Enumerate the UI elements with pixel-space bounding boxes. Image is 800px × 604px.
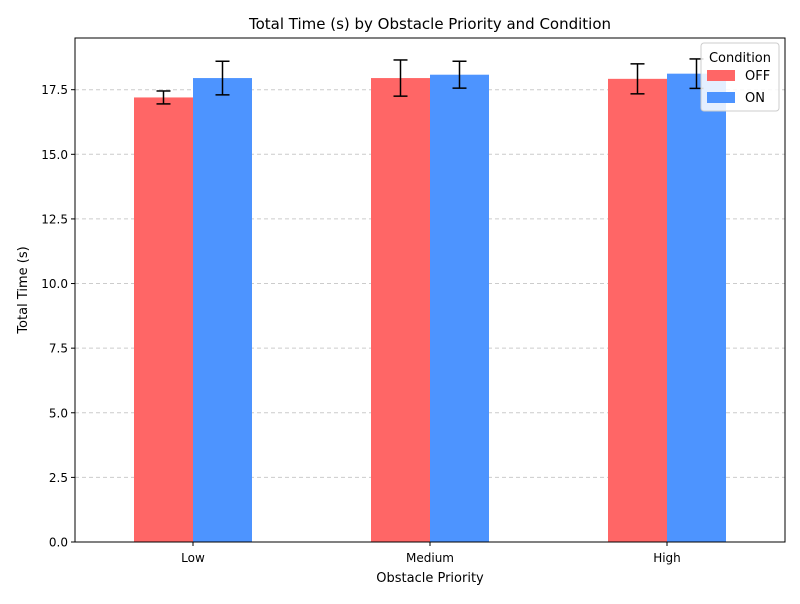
bar-on-medium	[430, 74, 489, 542]
bar-off-low	[134, 97, 193, 542]
y-tick-label: 17.5	[41, 83, 68, 97]
y-tick-label: 15.0	[41, 148, 68, 162]
bar-off-high	[608, 78, 667, 543]
chart-title: Total Time (s) by Obstacle Priority and …	[248, 15, 611, 33]
legend-label-off: OFF	[745, 69, 770, 84]
y-axis-label: Total Time (s)	[16, 246, 31, 334]
bar-on-low	[193, 78, 252, 543]
x-tick-label: Low	[181, 551, 205, 565]
x-tick-label: Medium	[406, 551, 454, 565]
y-tick-label: 10.0	[41, 277, 68, 291]
x-tick-label: High	[653, 551, 681, 565]
legend-label-on: ON	[745, 91, 765, 106]
y-tick-label: 5.0	[49, 406, 68, 420]
bars	[134, 73, 726, 543]
error-bars	[156, 58, 704, 105]
bar-on-high	[667, 73, 726, 542]
y-tick-label: 7.5	[49, 342, 68, 356]
y-axis: 0.0 2.5 5.0 7.5 10.0 12.5 15.0 17.5	[41, 83, 75, 550]
x-axis-label: Obstacle Priority	[376, 571, 484, 586]
bar-off-medium	[371, 78, 430, 543]
legend-swatch-on	[707, 92, 735, 103]
legend: Condition OFF ON	[700, 42, 780, 112]
y-tick-label: 2.5	[49, 471, 68, 485]
y-tick-label: 0.0	[49, 536, 68, 550]
x-axis: Low Medium High	[181, 542, 681, 565]
y-tick-label: 12.5	[41, 212, 68, 226]
legend-swatch-off	[707, 70, 735, 81]
legend-title: Condition	[709, 51, 771, 66]
